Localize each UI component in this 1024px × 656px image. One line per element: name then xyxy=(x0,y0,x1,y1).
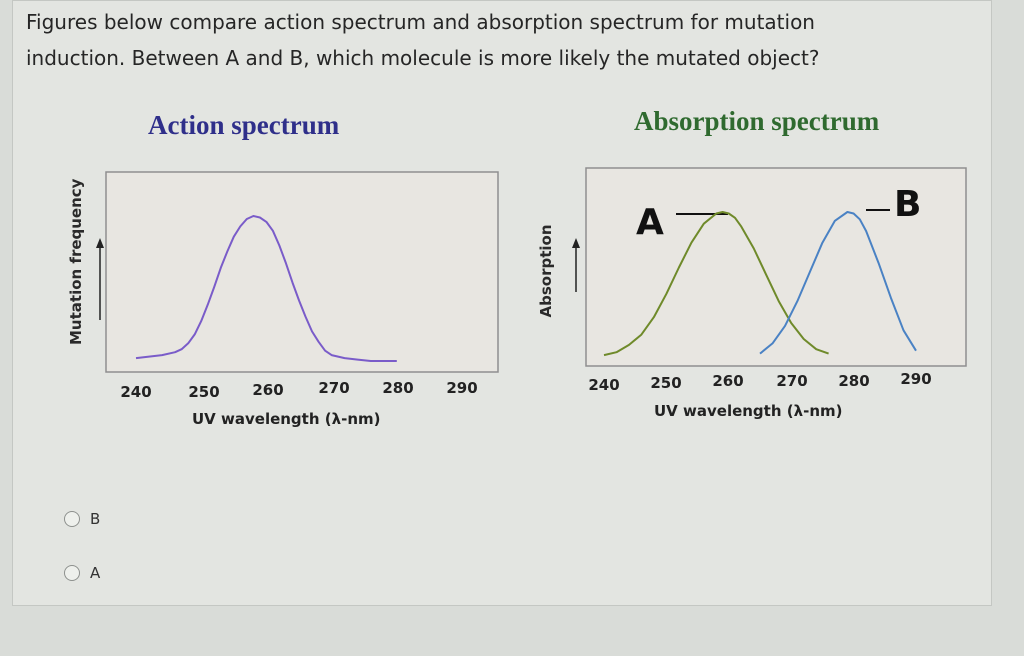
question-line-1: Figures below compare action spectrum an… xyxy=(26,10,815,34)
action-y-label: Mutation frequency xyxy=(67,178,85,345)
option-a-label: A xyxy=(90,564,101,582)
action-x-tick: 250 xyxy=(188,383,220,401)
absorption-series-line-a xyxy=(603,211,829,357)
radio-button-b[interactable] xyxy=(64,511,80,527)
option-b-label: B xyxy=(90,510,101,528)
action-plot-frame xyxy=(105,171,499,373)
action-x-tick: 240 xyxy=(120,383,152,401)
absorption-x-label: UV wavelength (λ-nm) xyxy=(654,402,843,420)
action-x-tick: 290 xyxy=(446,379,478,397)
absorption-plot-frame xyxy=(585,167,967,367)
absorption-series-line-b xyxy=(759,211,917,355)
question-line-2: induction. Between A and B, which molecu… xyxy=(26,46,820,70)
absorption-x-tick: 250 xyxy=(650,374,682,392)
absorption-x-tick: 260 xyxy=(712,372,744,390)
action-x-tick: 260 xyxy=(252,381,284,399)
absorption-x-tick: 270 xyxy=(776,372,808,390)
absorption-chart-title: Absorption spectrum xyxy=(634,106,880,136)
series-layer xyxy=(135,211,917,362)
option-b[interactable]: B xyxy=(64,510,100,528)
absorption-y-label: Absorption xyxy=(537,224,555,318)
action-x-tick: 280 xyxy=(382,379,414,397)
absorption-x-tick: 280 xyxy=(838,372,870,390)
curve-label-b: B xyxy=(894,184,922,225)
action-series-line xyxy=(135,215,397,362)
action-chart-title: Action spectrum xyxy=(148,110,340,140)
radio-button-a[interactable] xyxy=(64,565,80,581)
action-x-tick: 270 xyxy=(318,379,350,397)
absorption-y-arrow-head xyxy=(572,238,580,248)
absorption-x-tick: 290 xyxy=(900,370,932,388)
absorption-x-tick: 240 xyxy=(588,376,620,394)
curve-label-a: A xyxy=(636,202,664,243)
action-x-label: UV wavelength (λ-nm) xyxy=(192,410,381,428)
question-text: Figures below compare action spectrum an… xyxy=(26,4,926,76)
option-a[interactable]: A xyxy=(64,564,100,582)
action-y-arrow-head xyxy=(96,238,104,248)
